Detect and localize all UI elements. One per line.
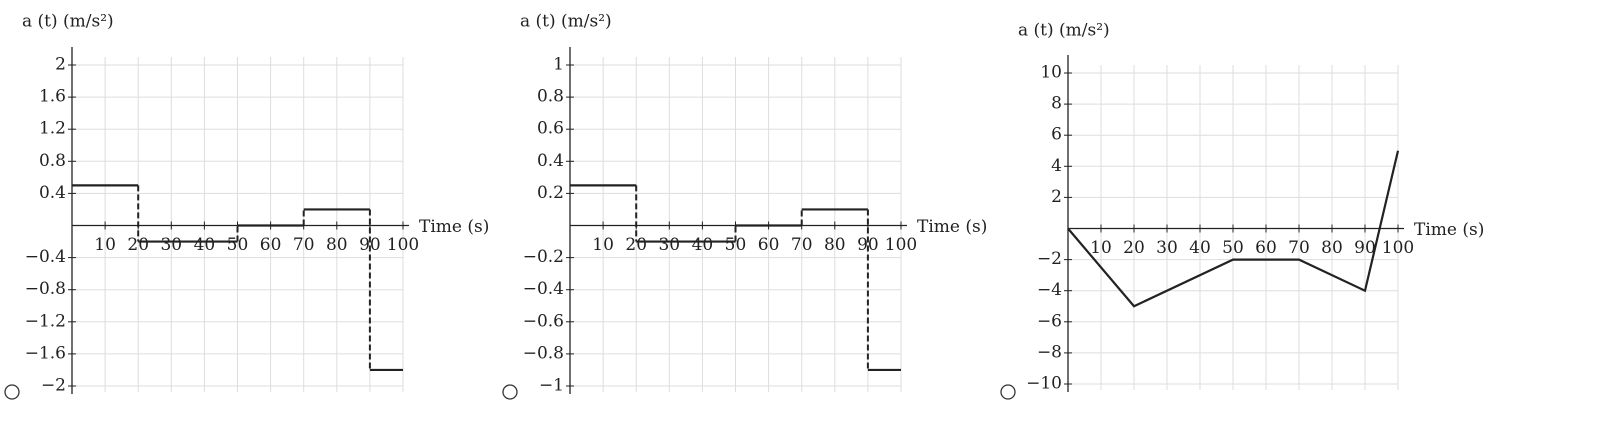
y-tick-label: −6 xyxy=(1037,311,1062,331)
x-tick-label: 20 xyxy=(1123,238,1145,258)
x-tick-label: 40 xyxy=(692,235,714,255)
x-tick-label: 50 xyxy=(227,235,249,255)
y-tick-label: −2 xyxy=(41,376,66,396)
y-tick-label: 0.4 xyxy=(39,183,66,203)
y-tick-label: 1.2 xyxy=(39,119,66,139)
x-tick-label: 20 xyxy=(625,235,647,255)
y-tick-label: 10 xyxy=(1040,63,1062,83)
y-tick-label: −1.2 xyxy=(25,311,66,331)
data-line xyxy=(1067,150,1400,308)
x-tick-label: 80 xyxy=(1321,238,1343,258)
y-tick-label: 1.6 xyxy=(39,87,66,107)
x-tick-label: 90 xyxy=(359,235,381,255)
x-tick-label: 80 xyxy=(326,235,348,255)
y-tick-label: 2 xyxy=(55,55,66,75)
x-tick-label: 30 xyxy=(160,235,182,255)
radio-option[interactable] xyxy=(1000,384,1016,400)
y-tick-label: −4 xyxy=(1037,280,1062,300)
x-tick-label: 40 xyxy=(194,235,216,255)
y-axis-label: a (t) (m/s²) xyxy=(1018,21,1110,41)
y-tick-label: −0.4 xyxy=(25,247,66,267)
y-tick-label: 0.4 xyxy=(537,151,564,171)
y-tick-label: −0.6 xyxy=(523,311,564,331)
x-tick-label: 100 xyxy=(885,235,917,255)
x-tick-label: 70 xyxy=(791,235,813,255)
x-tick-label: 80 xyxy=(824,235,846,255)
x-axis-label: Time (s) xyxy=(1414,220,1484,240)
y-tick-label: −0.8 xyxy=(523,343,564,363)
y-tick-label: −10 xyxy=(1026,374,1062,394)
x-tick-label: 10 xyxy=(94,235,116,255)
y-tick-label: 6 xyxy=(1051,125,1062,145)
x-tick-label: 30 xyxy=(658,235,680,255)
x-tick-label: 10 xyxy=(592,235,614,255)
y-tick-label: −8 xyxy=(1037,342,1062,362)
y-axis-label: a (t) (m/s²) xyxy=(520,12,612,32)
x-tick-label: 50 xyxy=(1222,238,1244,258)
x-tick-label: 100 xyxy=(387,235,419,255)
x-tick-label: 70 xyxy=(293,235,315,255)
x-axis-label: Time (s) xyxy=(917,217,987,237)
x-tick-label: 90 xyxy=(857,235,879,255)
y-tick-label: 0.6 xyxy=(537,119,564,139)
y-tick-label: 1 xyxy=(553,55,564,75)
x-tick-label: 100 xyxy=(1382,238,1414,258)
x-tick-label: 50 xyxy=(725,235,747,255)
x-tick-label: 20 xyxy=(127,235,149,255)
x-tick-label: 30 xyxy=(1156,238,1178,258)
x-tick-label: 70 xyxy=(1288,238,1310,258)
y-tick-label: 0.8 xyxy=(39,151,66,171)
y-tick-label: −1 xyxy=(539,376,564,396)
y-tick-label: −2 xyxy=(1037,249,1062,269)
y-tick-label: 0.8 xyxy=(537,87,564,107)
x-tick-label: 60 xyxy=(260,235,282,255)
y-tick-label: −1.6 xyxy=(25,343,66,363)
y-tick-label: −0.2 xyxy=(523,247,564,267)
x-tick-label: 60 xyxy=(1255,238,1277,258)
x-tick-label: 90 xyxy=(1354,238,1376,258)
x-tick-label: 40 xyxy=(1189,238,1211,258)
y-tick-label: 0.2 xyxy=(537,183,564,203)
y-axis-label: a (t) (m/s²) xyxy=(22,12,114,32)
radio-option[interactable] xyxy=(502,384,518,400)
x-axis-label: Time (s) xyxy=(419,217,489,237)
x-tick-label: 10 xyxy=(1090,238,1112,258)
radio-option[interactable] xyxy=(4,384,20,400)
y-tick-label: 8 xyxy=(1051,94,1062,114)
y-tick-label: 2 xyxy=(1051,187,1062,207)
y-tick-label: −0.4 xyxy=(523,279,564,299)
x-tick-label: 60 xyxy=(758,235,780,255)
y-tick-label: 4 xyxy=(1051,156,1062,176)
y-tick-label: −0.8 xyxy=(25,279,66,299)
